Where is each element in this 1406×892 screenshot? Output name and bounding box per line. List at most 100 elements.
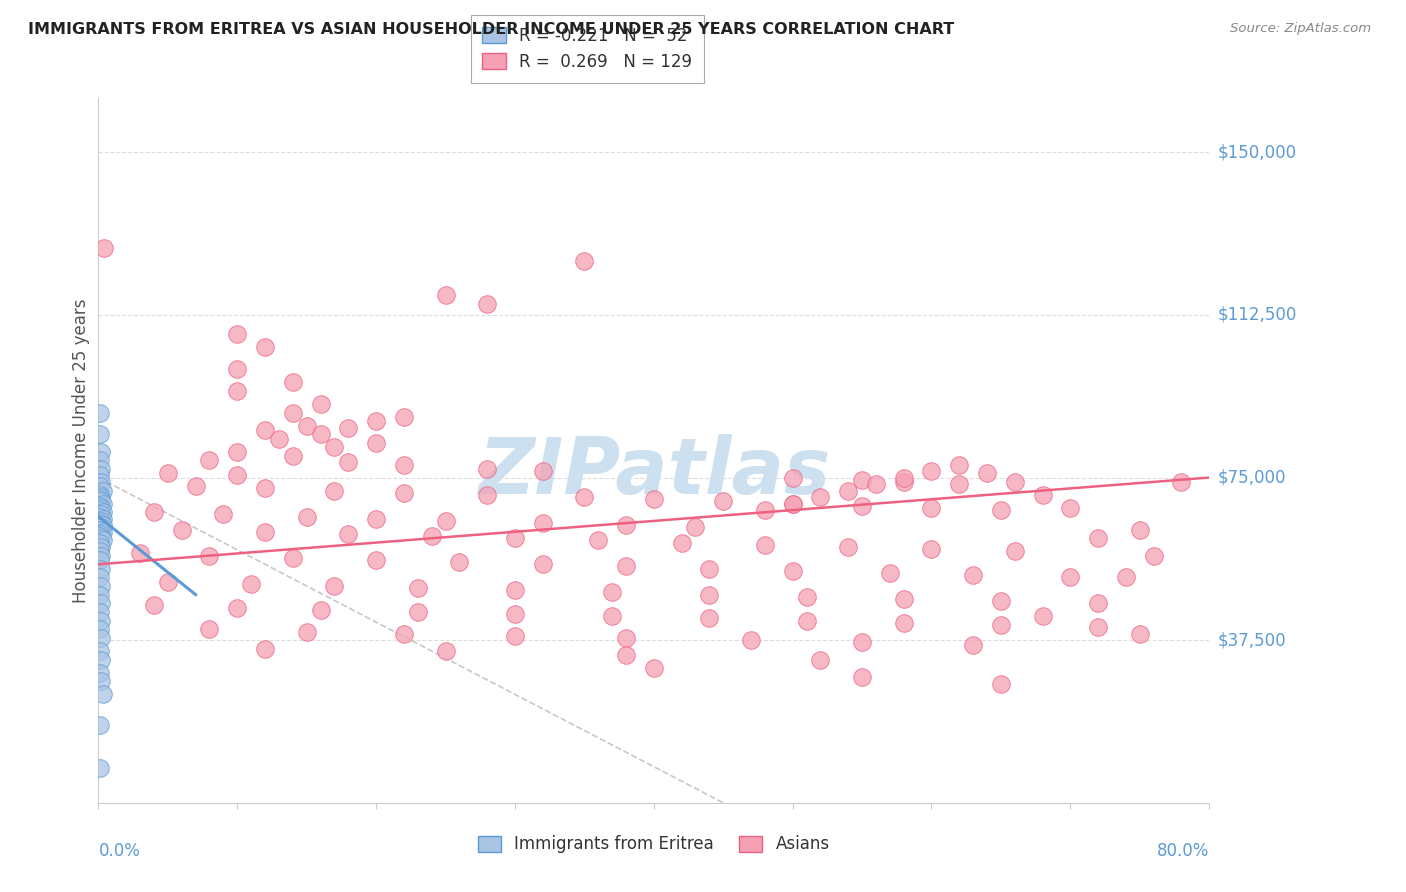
Point	[90, 614, 112, 628]
Point	[309, 397, 332, 411]
Point	[1129, 523, 1152, 537]
Point	[156, 467, 179, 481]
Point	[503, 583, 526, 598]
Text: $150,000: $150,000	[1218, 144, 1296, 161]
Point	[89, 453, 111, 467]
Point	[782, 497, 804, 511]
Text: Source: ZipAtlas.com: Source: ZipAtlas.com	[1230, 22, 1371, 36]
Point	[90, 462, 112, 476]
Point	[392, 409, 415, 424]
Point	[253, 524, 276, 539]
Text: IMMIGRANTS FROM ERITREA VS ASIAN HOUSEHOLDER INCOME UNDER 25 YEARS CORRELATION C: IMMIGRANTS FROM ERITREA VS ASIAN HOUSEHO…	[28, 22, 955, 37]
Point	[90, 444, 112, 458]
Point	[392, 626, 415, 640]
Point	[90, 494, 112, 508]
Point	[976, 467, 998, 481]
Point	[198, 549, 221, 563]
Point	[90, 631, 112, 645]
Point	[754, 538, 776, 552]
Point	[90, 527, 112, 541]
Point	[89, 405, 111, 419]
Text: 80.0%: 80.0%	[1157, 841, 1209, 860]
Point	[475, 297, 499, 311]
Point	[1004, 475, 1026, 489]
Point	[129, 546, 152, 560]
Point	[89, 468, 111, 483]
Point	[89, 623, 111, 637]
Point	[1143, 549, 1166, 563]
Point	[962, 638, 984, 652]
Point	[796, 614, 818, 628]
Point	[699, 588, 721, 602]
Point	[643, 492, 665, 507]
Point	[240, 576, 263, 591]
Point	[671, 535, 693, 549]
Point	[948, 458, 970, 472]
Point	[90, 514, 112, 528]
Point	[253, 482, 276, 496]
Point	[90, 475, 112, 489]
Point	[89, 529, 111, 543]
Point	[281, 405, 304, 419]
Point	[253, 641, 276, 656]
Point	[323, 440, 346, 454]
Point	[226, 468, 249, 483]
Point	[89, 605, 111, 619]
Point	[449, 555, 471, 569]
Point	[89, 427, 111, 442]
Point	[89, 644, 111, 658]
Point	[990, 618, 1012, 632]
Point	[323, 579, 346, 593]
Point	[920, 500, 942, 515]
Point	[740, 633, 762, 648]
Point	[89, 570, 111, 584]
Point	[91, 687, 114, 701]
Point	[1087, 620, 1109, 634]
Point	[198, 453, 221, 467]
Point	[90, 520, 112, 534]
Point	[90, 579, 112, 593]
Point	[851, 635, 873, 649]
Point	[948, 477, 970, 491]
Point	[93, 241, 115, 255]
Point	[156, 574, 179, 589]
Point	[89, 544, 111, 558]
Point	[89, 588, 111, 602]
Point	[198, 623, 221, 637]
Point	[337, 527, 360, 541]
Point	[337, 420, 360, 434]
Point	[406, 605, 429, 619]
Point	[89, 535, 111, 549]
Point	[893, 615, 915, 630]
Point	[434, 288, 457, 302]
Point	[699, 611, 721, 625]
Point	[89, 516, 111, 530]
Point	[574, 253, 596, 268]
Point	[1059, 570, 1081, 584]
Text: $75,000: $75,000	[1218, 468, 1286, 486]
Point	[1087, 596, 1109, 610]
Point	[962, 568, 984, 582]
Point	[990, 503, 1012, 517]
Point	[990, 594, 1012, 608]
Point	[699, 561, 721, 575]
Point	[434, 514, 457, 528]
Point	[226, 384, 249, 398]
Point	[588, 533, 610, 548]
Point	[865, 477, 887, 491]
Legend: Immigrants from Eritrea, Asians: Immigrants from Eritrea, Asians	[465, 823, 842, 865]
Point	[90, 549, 112, 563]
Point	[90, 674, 112, 689]
Point	[226, 362, 249, 376]
Point	[531, 558, 554, 572]
Point	[89, 761, 111, 775]
Point	[89, 488, 111, 502]
Point	[89, 503, 111, 517]
Point	[990, 676, 1012, 690]
Point	[90, 596, 112, 610]
Text: 0.0%: 0.0%	[98, 841, 141, 860]
Point	[91, 512, 114, 526]
Point	[90, 540, 112, 554]
Point	[91, 533, 114, 548]
Point	[837, 483, 859, 498]
